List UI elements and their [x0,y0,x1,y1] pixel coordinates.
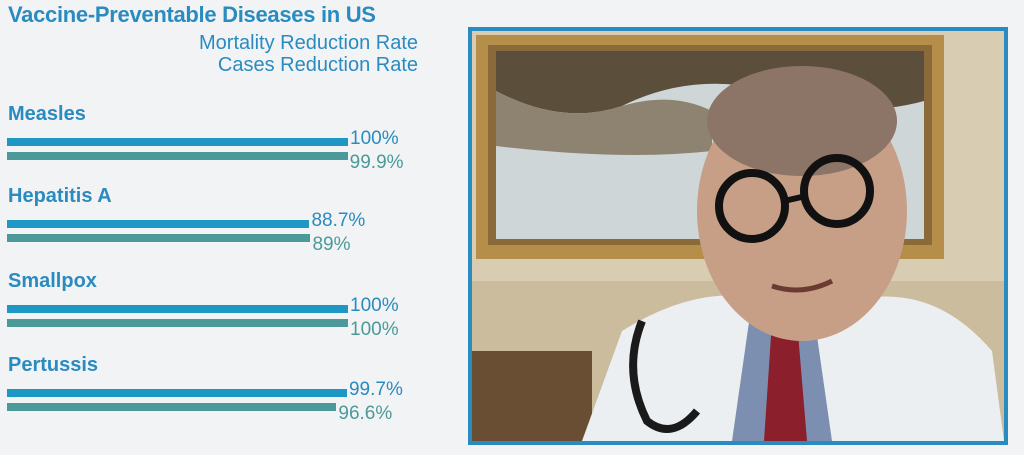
presenter-video [468,27,1008,445]
value-label-cases-measles: 99.9% [349,152,404,173]
bar-cases-measles [7,152,348,160]
bar-mortality-hepatitis-a [7,220,310,228]
value-label-mortality-hepatitis-a: 88.7% [311,210,366,231]
bar-chart: Measles 100% 99.9% Hepatitis A 88.7% 89% Small… [0,0,440,455]
chart-title: Vaccine-Preventable Diseases in US [8,2,376,27]
bar-cases-pertussis [7,403,337,411]
category-label-measles: Measles [8,103,86,125]
presenter-video-icon [472,31,1004,441]
value-label-mortality-pertussis: 99.7% [348,379,403,400]
value-label-mortality-measles: 100% [350,128,399,149]
bar-mortality-pertussis [7,389,347,397]
chart-panel: Vaccine-Preventable Diseases in US Morta… [0,0,440,455]
bar-cases-smallpox [7,319,348,327]
value-label-cases-smallpox: 100% [350,319,399,340]
legend-cases-reduction: Cases Reduction Rate [217,54,418,76]
bar-cases-hepatitis-a [7,234,311,242]
legend-mortality-reduction: Mortality Reduction Rate [199,32,418,54]
value-label-cases-hepatitis-a: 89% [312,234,351,255]
category-label-hepatitis-a: Hepatitis A [8,185,112,207]
value-label-cases-pertussis: 96.6% [338,403,393,424]
bar-mortality-measles [7,138,348,146]
category-label-pertussis: Pertussis [8,354,99,376]
bar-mortality-smallpox [7,305,348,313]
value-label-mortality-smallpox: 100% [350,295,399,316]
category-label-smallpox: Smallpox [8,270,97,292]
